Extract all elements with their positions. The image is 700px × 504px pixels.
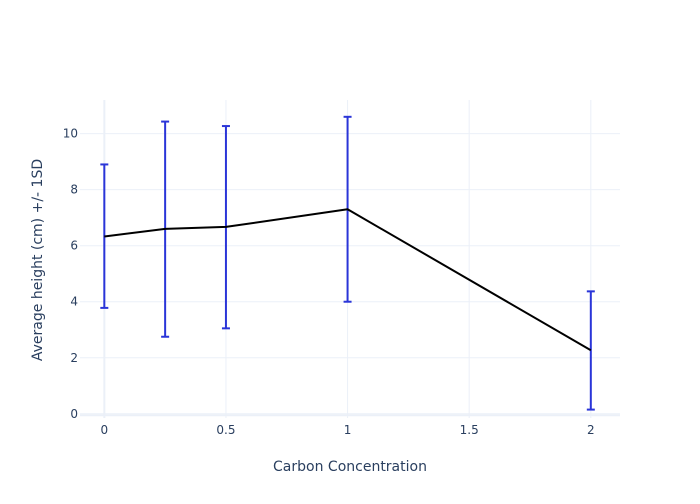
axes [80, 100, 620, 418]
y-tick-label: 4 [70, 295, 78, 309]
tick-labels: 0 0.5 1 1.5 2 0 2 4 6 8 10 [63, 127, 595, 437]
x-tick-label: 1.5 [460, 423, 479, 437]
y-tick-label: 2 [70, 351, 78, 365]
data-line-layer [104, 208, 592, 352]
x-tick-label: 1 [344, 423, 352, 437]
x-axis-title: Carbon Concentration [273, 459, 427, 475]
y-tick-label: 10 [63, 127, 78, 141]
y-tick-label: 0 [70, 407, 78, 421]
x-tick-label: 2 [587, 423, 595, 437]
error-bar [586, 290, 595, 411]
y-axis-title: Average height (cm) +/- 1SD [30, 159, 46, 361]
x-tick-label: 0 [101, 423, 109, 437]
grid-lines [80, 100, 620, 418]
y-tick-label: 8 [70, 183, 78, 197]
y-tick-label: 6 [70, 239, 78, 253]
series-line [104, 208, 592, 352]
x-tick-label: 0.5 [216, 423, 235, 437]
